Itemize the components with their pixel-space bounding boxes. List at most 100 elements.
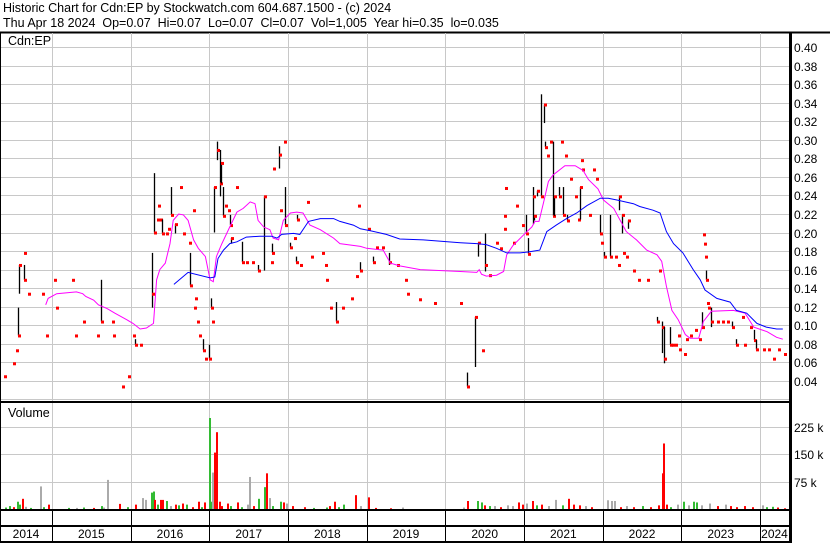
price-tick-label: 0.18 (794, 245, 818, 259)
close-marker (684, 353, 687, 357)
close-marker (72, 278, 75, 282)
volume-bar (166, 500, 168, 509)
close-marker (154, 231, 157, 235)
close-marker (405, 278, 408, 282)
volume-bar (313, 507, 315, 509)
close-marker (101, 320, 104, 324)
volume-bar (355, 495, 357, 509)
volume-bar (127, 507, 129, 509)
close-marker (419, 298, 422, 302)
close-marker (534, 214, 537, 218)
close-marker (708, 306, 711, 310)
close-marker (565, 154, 568, 158)
volume-bar (526, 503, 528, 509)
close-marker (217, 148, 220, 152)
volume-bar (650, 507, 652, 509)
price-tick-label: 0.26 (794, 171, 818, 185)
price-tick-label: 0.16 (794, 264, 818, 278)
close-marker (550, 140, 553, 144)
close-marker (513, 241, 516, 245)
volume-bar (784, 508, 786, 509)
close-marker (212, 320, 215, 324)
volume-bar (19, 504, 21, 509)
close-marker (575, 195, 578, 199)
volume-bar (83, 507, 85, 509)
close-marker (537, 189, 540, 193)
volume-bar (326, 507, 328, 509)
price-grid (0, 33, 789, 401)
close-marker (628, 219, 631, 223)
close-marker (54, 278, 57, 282)
price-tick-label: 0.38 (794, 60, 818, 74)
close-marker (434, 301, 437, 305)
close-marker (756, 348, 759, 352)
volume-bar (178, 505, 180, 509)
volume-bar (591, 507, 593, 509)
close-marker (553, 214, 556, 218)
close-marker (325, 263, 328, 267)
volume-tick-label: 75 k (794, 476, 818, 490)
volume-bar (145, 499, 147, 509)
close-marker (526, 232, 529, 236)
close-marker (368, 227, 371, 231)
close-marker (533, 195, 536, 199)
volume-bar (182, 503, 184, 509)
close-marker (563, 213, 566, 217)
close-marker (199, 334, 202, 338)
volume-bar (212, 472, 214, 509)
close-marker (604, 255, 607, 259)
price-tick-label: 0.24 (794, 189, 818, 203)
close-marker (221, 161, 224, 165)
close-marker (264, 195, 267, 199)
volume-bar (696, 502, 698, 509)
volume-bar (249, 476, 251, 509)
close-marker (223, 214, 226, 218)
year-axis: 2014 2015 2016 2017 2018 2019 2020 2021 2022 2023… (13, 511, 788, 541)
close-marker (56, 306, 59, 310)
volume-bar (585, 506, 587, 509)
close-marker (157, 218, 160, 222)
close-marker (220, 182, 223, 186)
bottom-border (0, 541, 792, 543)
volume-bar (512, 506, 514, 509)
close-marker (727, 320, 730, 324)
close-marker (46, 334, 49, 338)
close-marker (554, 195, 557, 199)
price-tick-label: 0.04 (794, 375, 818, 389)
volume-bar (620, 507, 622, 509)
close-marker (294, 237, 297, 241)
price-tick-label: 0.08 (794, 338, 818, 352)
volume-bar (752, 507, 754, 509)
close-marker (704, 242, 707, 246)
close-marker (763, 348, 766, 352)
close-marker (541, 195, 544, 199)
volume-bar (477, 500, 479, 509)
close-marker (485, 263, 488, 267)
close-marker (659, 269, 662, 273)
year-label: 2015 (78, 527, 105, 541)
volume-bar (494, 506, 496, 509)
year-label: 2019 (393, 527, 420, 541)
close-marker (195, 297, 198, 301)
close-marker (589, 213, 592, 217)
volume-bar (334, 501, 336, 509)
volume-bar (247, 504, 249, 509)
volume-bar (642, 506, 644, 509)
close-marker (547, 154, 550, 158)
quote-summary: Thu Apr 18 2024 Op=0.07 Hi=0.07 Lo=0.07 … (3, 16, 499, 30)
close-marker (500, 247, 503, 251)
volume-bar (214, 452, 216, 509)
close-marker (596, 177, 599, 181)
volume-bar (25, 506, 27, 509)
volume-bar (30, 507, 32, 509)
volume-bar (481, 502, 483, 509)
volume-bar (500, 507, 502, 509)
close-marker (482, 349, 485, 353)
long-moving-average-line (173, 197, 783, 330)
close-marker (205, 357, 208, 361)
volume-bar (329, 506, 331, 509)
volume-bar (221, 506, 223, 509)
close-marker (4, 375, 7, 379)
close-marker (664, 357, 667, 361)
volume-bar (338, 507, 340, 509)
